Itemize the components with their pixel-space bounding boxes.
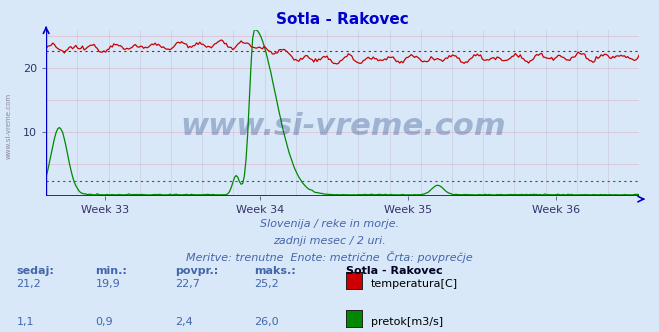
Text: sedaj:: sedaj: [16, 266, 54, 276]
Text: temperatura[C]: temperatura[C] [371, 279, 458, 289]
Text: min.:: min.: [96, 266, 127, 276]
Text: 1,1: 1,1 [16, 317, 34, 327]
Text: povpr.:: povpr.: [175, 266, 218, 276]
Text: 0,9: 0,9 [96, 317, 113, 327]
Text: 22,7: 22,7 [175, 279, 200, 289]
Text: Slovenija / reke in morje.: Slovenija / reke in morje. [260, 219, 399, 229]
Text: pretok[m3/s]: pretok[m3/s] [371, 317, 443, 327]
Text: www.si-vreme.com: www.si-vreme.com [180, 112, 505, 141]
Text: 2,4: 2,4 [175, 317, 192, 327]
Text: 25,2: 25,2 [254, 279, 279, 289]
Text: Sotla - Rakovec: Sotla - Rakovec [346, 266, 443, 276]
Text: 26,0: 26,0 [254, 317, 278, 327]
Text: 19,9: 19,9 [96, 279, 121, 289]
Text: maks.:: maks.: [254, 266, 295, 276]
Text: Meritve: trenutne  Enote: metrične  Črta: povprečje: Meritve: trenutne Enote: metrične Črta: … [186, 251, 473, 263]
Text: www.si-vreme.com: www.si-vreme.com [5, 93, 12, 159]
Text: zadnji mesec / 2 uri.: zadnji mesec / 2 uri. [273, 236, 386, 246]
Text: 21,2: 21,2 [16, 279, 42, 289]
Title: Sotla - Rakovec: Sotla - Rakovec [276, 12, 409, 27]
